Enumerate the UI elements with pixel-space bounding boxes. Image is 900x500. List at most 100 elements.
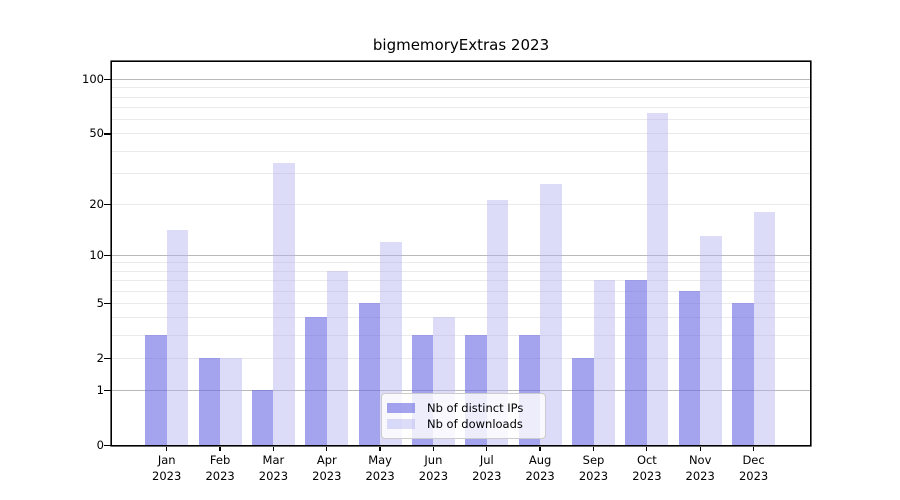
chart-title: bigmemoryExtras 2023 <box>372 36 550 54</box>
legend-row-distinct-ips: Nb of distinct IPs <box>387 400 537 416</box>
bar-distinct-ips-may <box>358 302 381 445</box>
bar-downloads-feb <box>220 357 242 445</box>
bar-distinct-ips-nov <box>678 290 701 445</box>
bar-distinct-ips-apr <box>305 317 327 445</box>
legend: Nb of distinct IPs Nb of downloads <box>381 393 546 439</box>
bar-distinct-ips-mar <box>251 390 274 445</box>
x-tick-month: Apr <box>316 453 337 467</box>
x-tick-label-feb: Feb 2023 <box>188 452 252 484</box>
x-tick-month: Dec <box>742 453 765 467</box>
y-tick-label-0: 0 <box>96 438 104 452</box>
y-tick-label-100: 100 <box>82 72 104 86</box>
bar-downloads-sep <box>593 280 615 445</box>
legend-swatch-downloads <box>387 419 415 429</box>
bar-downloads-oct <box>646 112 669 445</box>
gridline-20 <box>112 203 810 205</box>
x-tick-label-apr: Apr 2023 <box>295 452 359 484</box>
y-tick-mark-10 <box>104 254 111 257</box>
x-tick-mark-aug <box>539 446 541 451</box>
x-tick-year: 2023 <box>472 469 502 483</box>
x-tick-mark-feb <box>219 446 221 451</box>
gridline-30 <box>112 172 810 174</box>
x-tick-year: 2023 <box>685 469 715 483</box>
bar-downloads-jul <box>486 199 509 445</box>
x-tick-mark-oct <box>646 446 648 451</box>
x-tick-year: 2023 <box>418 469 449 483</box>
x-tick-mark-apr <box>326 446 328 451</box>
x-tick-mark-mar <box>272 446 275 451</box>
x-tick-year: 2023 <box>258 469 289 483</box>
y-tick-label-10: 10 <box>89 247 104 262</box>
bar-downloads-aug <box>540 183 562 445</box>
y-tick-label-2: 2 <box>96 350 104 365</box>
bar-downloads-dec <box>753 211 776 445</box>
gridline-10 <box>112 254 810 256</box>
x-tick-mark-nov <box>699 446 701 451</box>
x-tick-month: Jul <box>479 453 494 467</box>
x-tick-label-sep: Sep 2023 <box>562 452 626 484</box>
legend-label-downloads: Nb of downloads <box>427 417 523 431</box>
y-tick-mark-20 <box>104 203 111 205</box>
gridline-100 <box>112 79 810 80</box>
gridline-2 <box>112 357 810 359</box>
gridline-4 <box>112 317 810 319</box>
gridline-80 <box>112 96 810 98</box>
gridline-60 <box>112 119 810 120</box>
x-tick-month: Sep <box>582 453 605 467</box>
x-tick-mark-dec <box>752 446 755 451</box>
bar-downloads-apr <box>326 270 349 445</box>
gridline-3 <box>112 335 810 337</box>
y-tick-label-5: 5 <box>96 295 104 310</box>
y-tick-label-20: 20 <box>89 196 104 211</box>
gridline-6 <box>112 290 810 292</box>
x-tick-mark-jun <box>432 446 435 451</box>
bar-downloads-jan <box>166 230 189 445</box>
x-tick-year: 2023 <box>312 469 342 483</box>
gridline-5 <box>112 302 810 304</box>
bar-distinct-ips-sep <box>572 357 594 445</box>
x-tick-year: 2023 <box>578 469 609 483</box>
x-tick-label-dec: Dec 2023 <box>722 452 786 484</box>
x-tick-mark-sep <box>592 446 595 451</box>
x-tick-month: Jan <box>157 453 176 467</box>
y-tick-label-50: 50 <box>89 126 104 141</box>
y-tick-mark-100 <box>104 79 111 81</box>
legend-row-downloads: Nb of downloads <box>387 416 537 432</box>
x-tick-label-nov: Nov 2023 <box>668 452 732 484</box>
x-tick-label-may: May 2023 <box>348 452 412 484</box>
gridline-40 <box>112 150 810 152</box>
bar-distinct-ips-oct <box>625 280 647 445</box>
x-tick-month: Nov <box>688 453 712 467</box>
y-tick-mark-2 <box>104 357 111 360</box>
x-tick-year: 2023 <box>205 469 235 483</box>
bar-downloads-nov <box>700 235 722 445</box>
x-tick-label-mar: Mar 2023 <box>241 452 305 484</box>
gridline-1 <box>112 390 810 391</box>
x-tick-label-jun: Jun 2023 <box>401 452 465 484</box>
y-tick-mark-0 <box>104 445 111 447</box>
x-tick-month: Aug <box>528 453 552 467</box>
x-tick-mark-jul <box>486 446 488 451</box>
gridline-90 <box>112 87 810 89</box>
x-tick-year: 2023 <box>738 469 769 483</box>
x-tick-month: Jun <box>424 453 443 467</box>
gridline-9 <box>112 262 810 264</box>
y-tick-label-1: 1 <box>96 383 104 397</box>
x-tick-mark-may <box>379 446 381 451</box>
legend-swatch-distinct-ips <box>387 403 415 413</box>
bar-distinct-ips-jan <box>145 335 167 445</box>
gridline-70 <box>112 107 810 108</box>
y-tick-mark-5 <box>104 302 111 305</box>
x-tick-month: Feb <box>209 453 231 467</box>
gridline-50 <box>112 133 810 135</box>
legend-label-distinct-ips: Nb of distinct IPs <box>427 401 524 415</box>
plot-area: Nb of distinct IPs Nb of downloads <box>112 62 810 445</box>
x-tick-month: May <box>368 453 392 467</box>
x-tick-mark-jan <box>166 446 168 451</box>
y-tick-mark-50 <box>104 133 111 135</box>
gridline-8 <box>112 270 810 272</box>
x-tick-label-jul: Jul 2023 <box>455 452 519 484</box>
y-tick-mark-1 <box>104 390 111 392</box>
x-tick-label-oct: Oct 2023 <box>615 452 679 484</box>
